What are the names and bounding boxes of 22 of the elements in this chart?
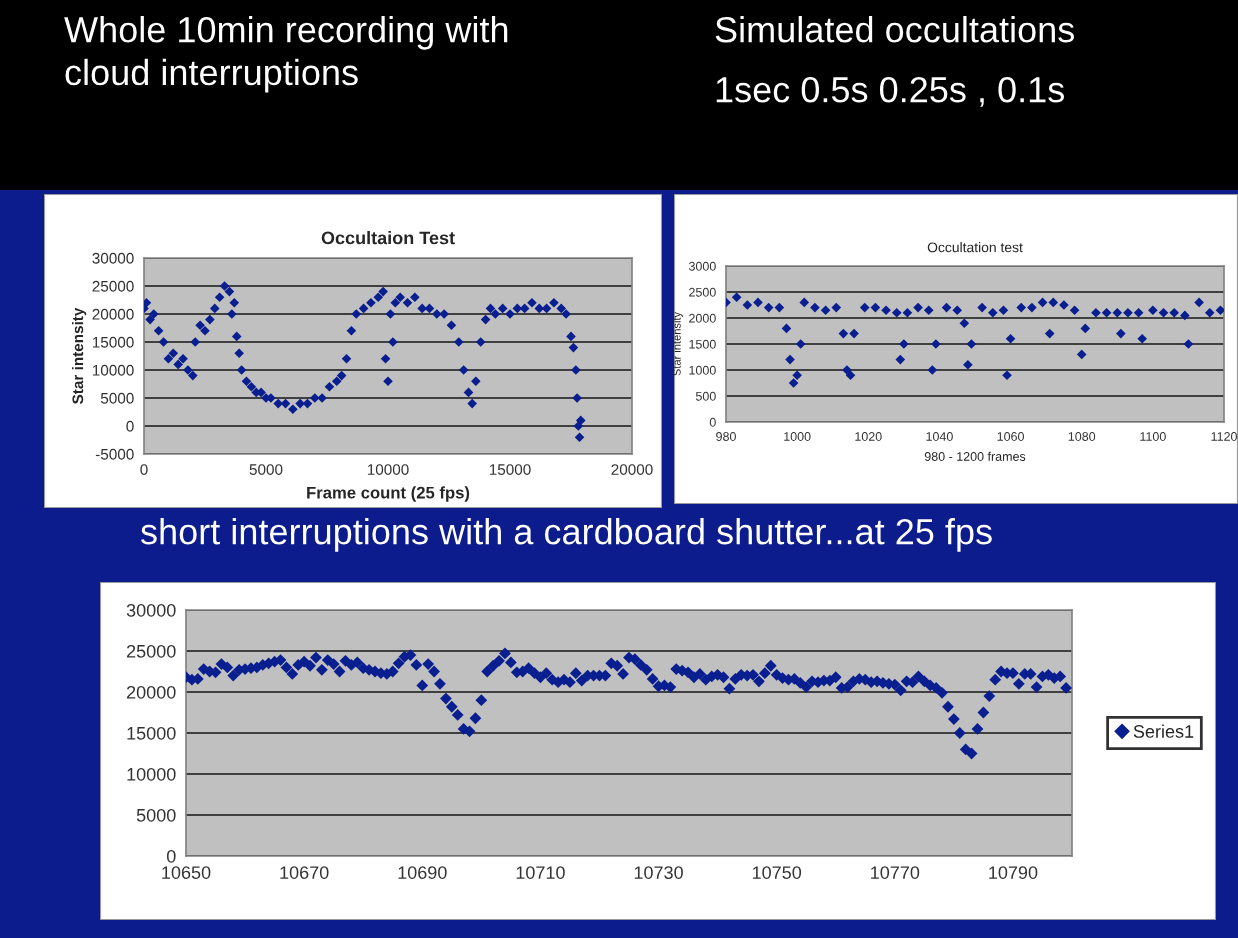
text: Simulated occultations	[715, 16, 1074, 43]
x-tick-label: 10650	[162, 866, 211, 879]
y-tick-label: 25000	[126, 644, 176, 658]
text: 1sec 0.5s 0.25s , 0.1s	[716, 76, 1064, 107]
x-tick-label: 10670	[280, 866, 329, 879]
y-tick-label: 30000	[126, 603, 176, 617]
x-tick-label: 10730	[634, 866, 683, 879]
x-axis-title: Frame count (25 fps)	[307, 486, 470, 502]
x-tick-label: 10770	[871, 866, 920, 879]
text: short interruptions with a cardboard shutter...at 25 fps	[141, 518, 992, 552]
x-tick-label: 10790	[989, 866, 1038, 879]
y-tick-label: 20000	[126, 685, 176, 699]
y-tick-label: 5000	[136, 808, 176, 822]
legend-label: Series1	[1133, 724, 1194, 738]
y-tick-label: 0	[166, 849, 176, 863]
chart-title: Occultaion Test	[321, 231, 455, 245]
x-tick-label: 10710	[516, 866, 565, 879]
x-tick-label: 10750	[752, 866, 802, 879]
y-tick-label: 10000	[127, 767, 176, 781]
text: Whole 10min recording with cloud interruptions	[64, 16, 508, 93]
y-tick-label: 15000	[127, 726, 176, 740]
x-tick-label: 10690	[398, 866, 447, 879]
